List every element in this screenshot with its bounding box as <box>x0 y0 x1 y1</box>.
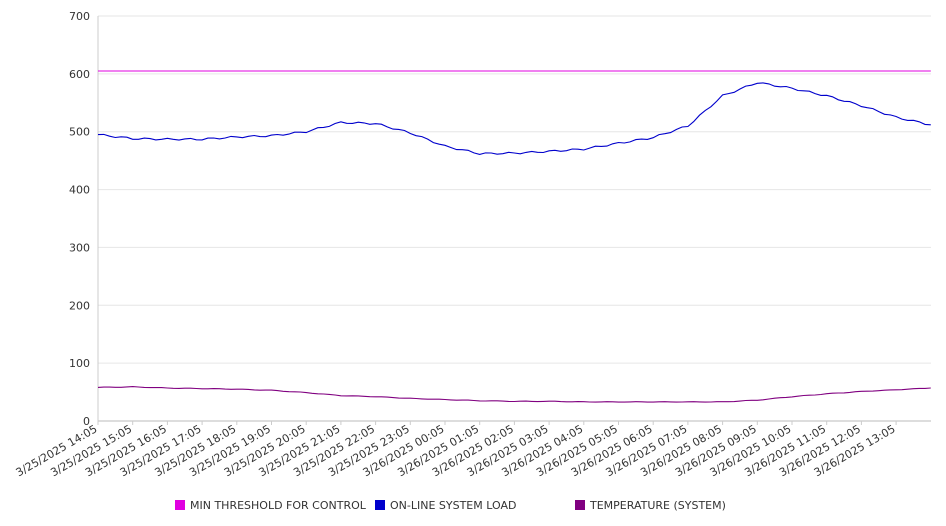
series-lines <box>97 70 931 403</box>
legend-swatch-system-load <box>375 500 385 510</box>
y-tick-label: 100 <box>69 357 90 370</box>
series-line-on-line-system-load <box>97 82 931 155</box>
y-tick-label: 600 <box>69 68 90 81</box>
y-tick-label: 400 <box>69 184 90 197</box>
legend-label-system-load: ON-LINE SYSTEM LOAD <box>390 498 517 512</box>
legend-item-temperature[interactable]: TEMPERATURE (SYSTEM) <box>575 496 726 514</box>
y-axis-ticks: 0 100 200 300 400 500 600 700 <box>69 10 90 428</box>
y-tick-label: 200 <box>69 299 90 312</box>
legend-item-threshold[interactable]: MIN THRESHOLD FOR CONTROL <box>175 496 366 514</box>
y-tick-label: 300 <box>69 241 90 254</box>
legend-label-temperature: TEMPERATURE (SYSTEM) <box>590 498 726 512</box>
legend-item-system-load[interactable]: ON-LINE SYSTEM LOAD <box>375 496 516 514</box>
y-tick-label: 0 <box>83 415 90 428</box>
series-line-temperature-system <box>97 386 931 403</box>
legend: MIN THRESHOLD FOR CONTROL ON-LINE SYSTEM… <box>0 496 946 516</box>
x-axis-ticks: 3/25/2025 14:053/25/2025 15:053/25/2025 … <box>14 421 898 479</box>
legend-label-threshold: MIN THRESHOLD FOR CONTROL <box>190 498 366 512</box>
y-tick-label: 500 <box>69 126 90 139</box>
y-tick-label: 700 <box>69 10 90 23</box>
grid-lines <box>97 15 931 422</box>
legend-swatch-temperature <box>575 500 585 510</box>
legend-swatch-threshold <box>175 500 185 510</box>
